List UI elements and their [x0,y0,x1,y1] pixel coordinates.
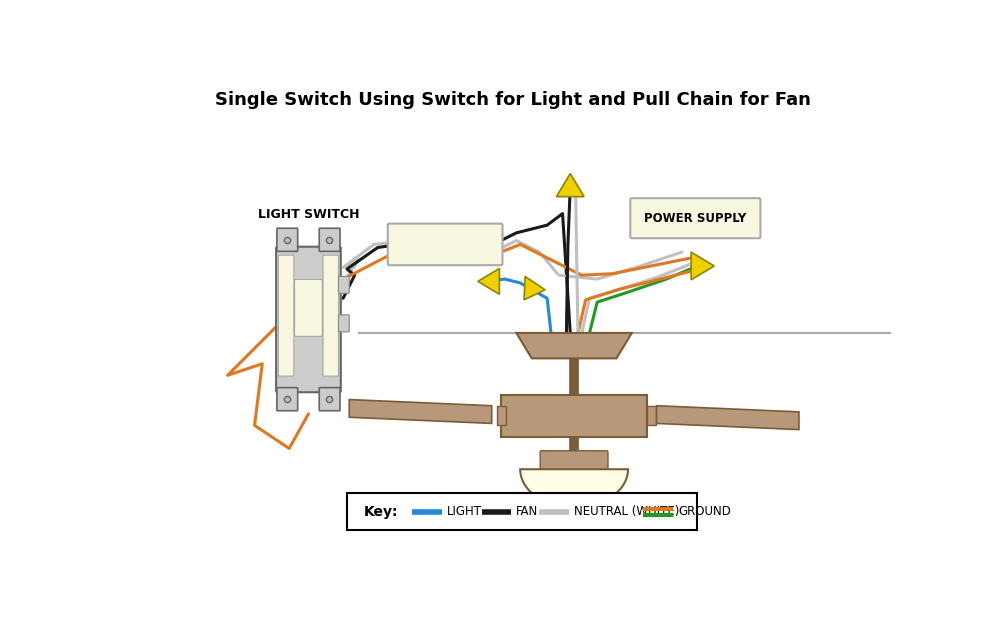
FancyBboxPatch shape [647,406,656,425]
Text: LIGHT SWITCH: LIGHT SWITCH [258,208,359,221]
Text: NEUTRAL (WHITE): NEUTRAL (WHITE) [574,505,679,518]
FancyBboxPatch shape [276,247,341,392]
FancyBboxPatch shape [319,228,340,251]
FancyBboxPatch shape [540,451,608,471]
Polygon shape [556,174,584,197]
FancyBboxPatch shape [277,388,298,411]
FancyBboxPatch shape [501,394,647,437]
FancyBboxPatch shape [497,406,506,425]
Polygon shape [349,399,492,423]
FancyBboxPatch shape [278,255,294,376]
FancyBboxPatch shape [347,493,697,530]
FancyBboxPatch shape [319,388,340,411]
FancyBboxPatch shape [388,224,502,265]
Polygon shape [524,276,545,300]
Polygon shape [520,469,628,508]
Text: POWER SUPPLY: POWER SUPPLY [644,212,746,225]
Polygon shape [691,252,714,280]
Text: Single Switch Using Switch for Light and Pull Chain for Fan: Single Switch Using Switch for Light and… [215,91,810,109]
FancyBboxPatch shape [277,228,298,251]
FancyBboxPatch shape [338,276,349,293]
Polygon shape [656,406,799,429]
FancyBboxPatch shape [630,198,760,238]
Text: Key:: Key: [364,504,398,519]
FancyBboxPatch shape [323,255,338,376]
FancyBboxPatch shape [338,315,349,332]
Text: FAN: FAN [516,505,539,518]
Text: LIGHT: LIGHT [447,505,482,518]
Polygon shape [516,333,632,358]
Text: GROUND: GROUND [678,505,731,518]
FancyBboxPatch shape [295,279,322,336]
Polygon shape [478,268,499,294]
